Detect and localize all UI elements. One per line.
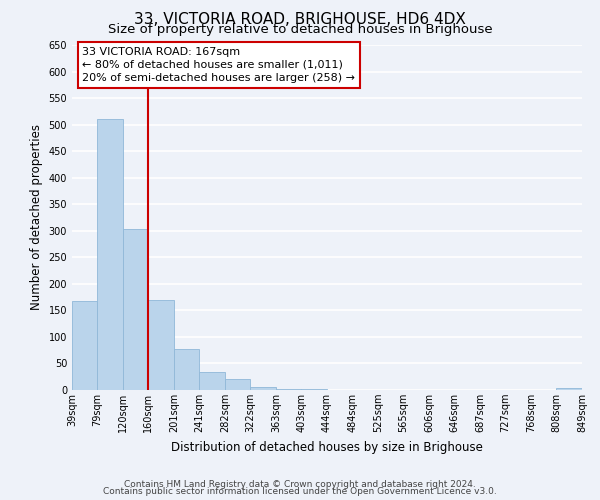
Bar	[148, 300, 174, 390]
X-axis label: Distribution of detached houses by size in Brighouse: Distribution of detached houses by size …	[171, 440, 483, 454]
Bar	[199, 372, 225, 390]
Bar	[276, 389, 301, 390]
Bar	[225, 380, 250, 390]
Text: 33, VICTORIA ROAD, BRIGHOUSE, HD6 4DX: 33, VICTORIA ROAD, BRIGHOUSE, HD6 4DX	[134, 12, 466, 28]
Y-axis label: Number of detached properties: Number of detached properties	[30, 124, 43, 310]
Text: Contains public sector information licensed under the Open Government Licence v3: Contains public sector information licen…	[103, 487, 497, 496]
Bar	[97, 120, 123, 390]
Bar	[72, 302, 97, 390]
Text: 33 VICTORIA ROAD: 167sqm
← 80% of detached houses are smaller (1,011)
20% of sem: 33 VICTORIA ROAD: 167sqm ← 80% of detach…	[82, 46, 355, 83]
Text: Contains HM Land Registry data © Crown copyright and database right 2024.: Contains HM Land Registry data © Crown c…	[124, 480, 476, 489]
Bar	[123, 229, 148, 390]
Bar	[250, 388, 276, 390]
Text: Size of property relative to detached houses in Brighouse: Size of property relative to detached ho…	[107, 22, 493, 36]
Bar	[556, 388, 582, 390]
Bar	[174, 348, 199, 390]
